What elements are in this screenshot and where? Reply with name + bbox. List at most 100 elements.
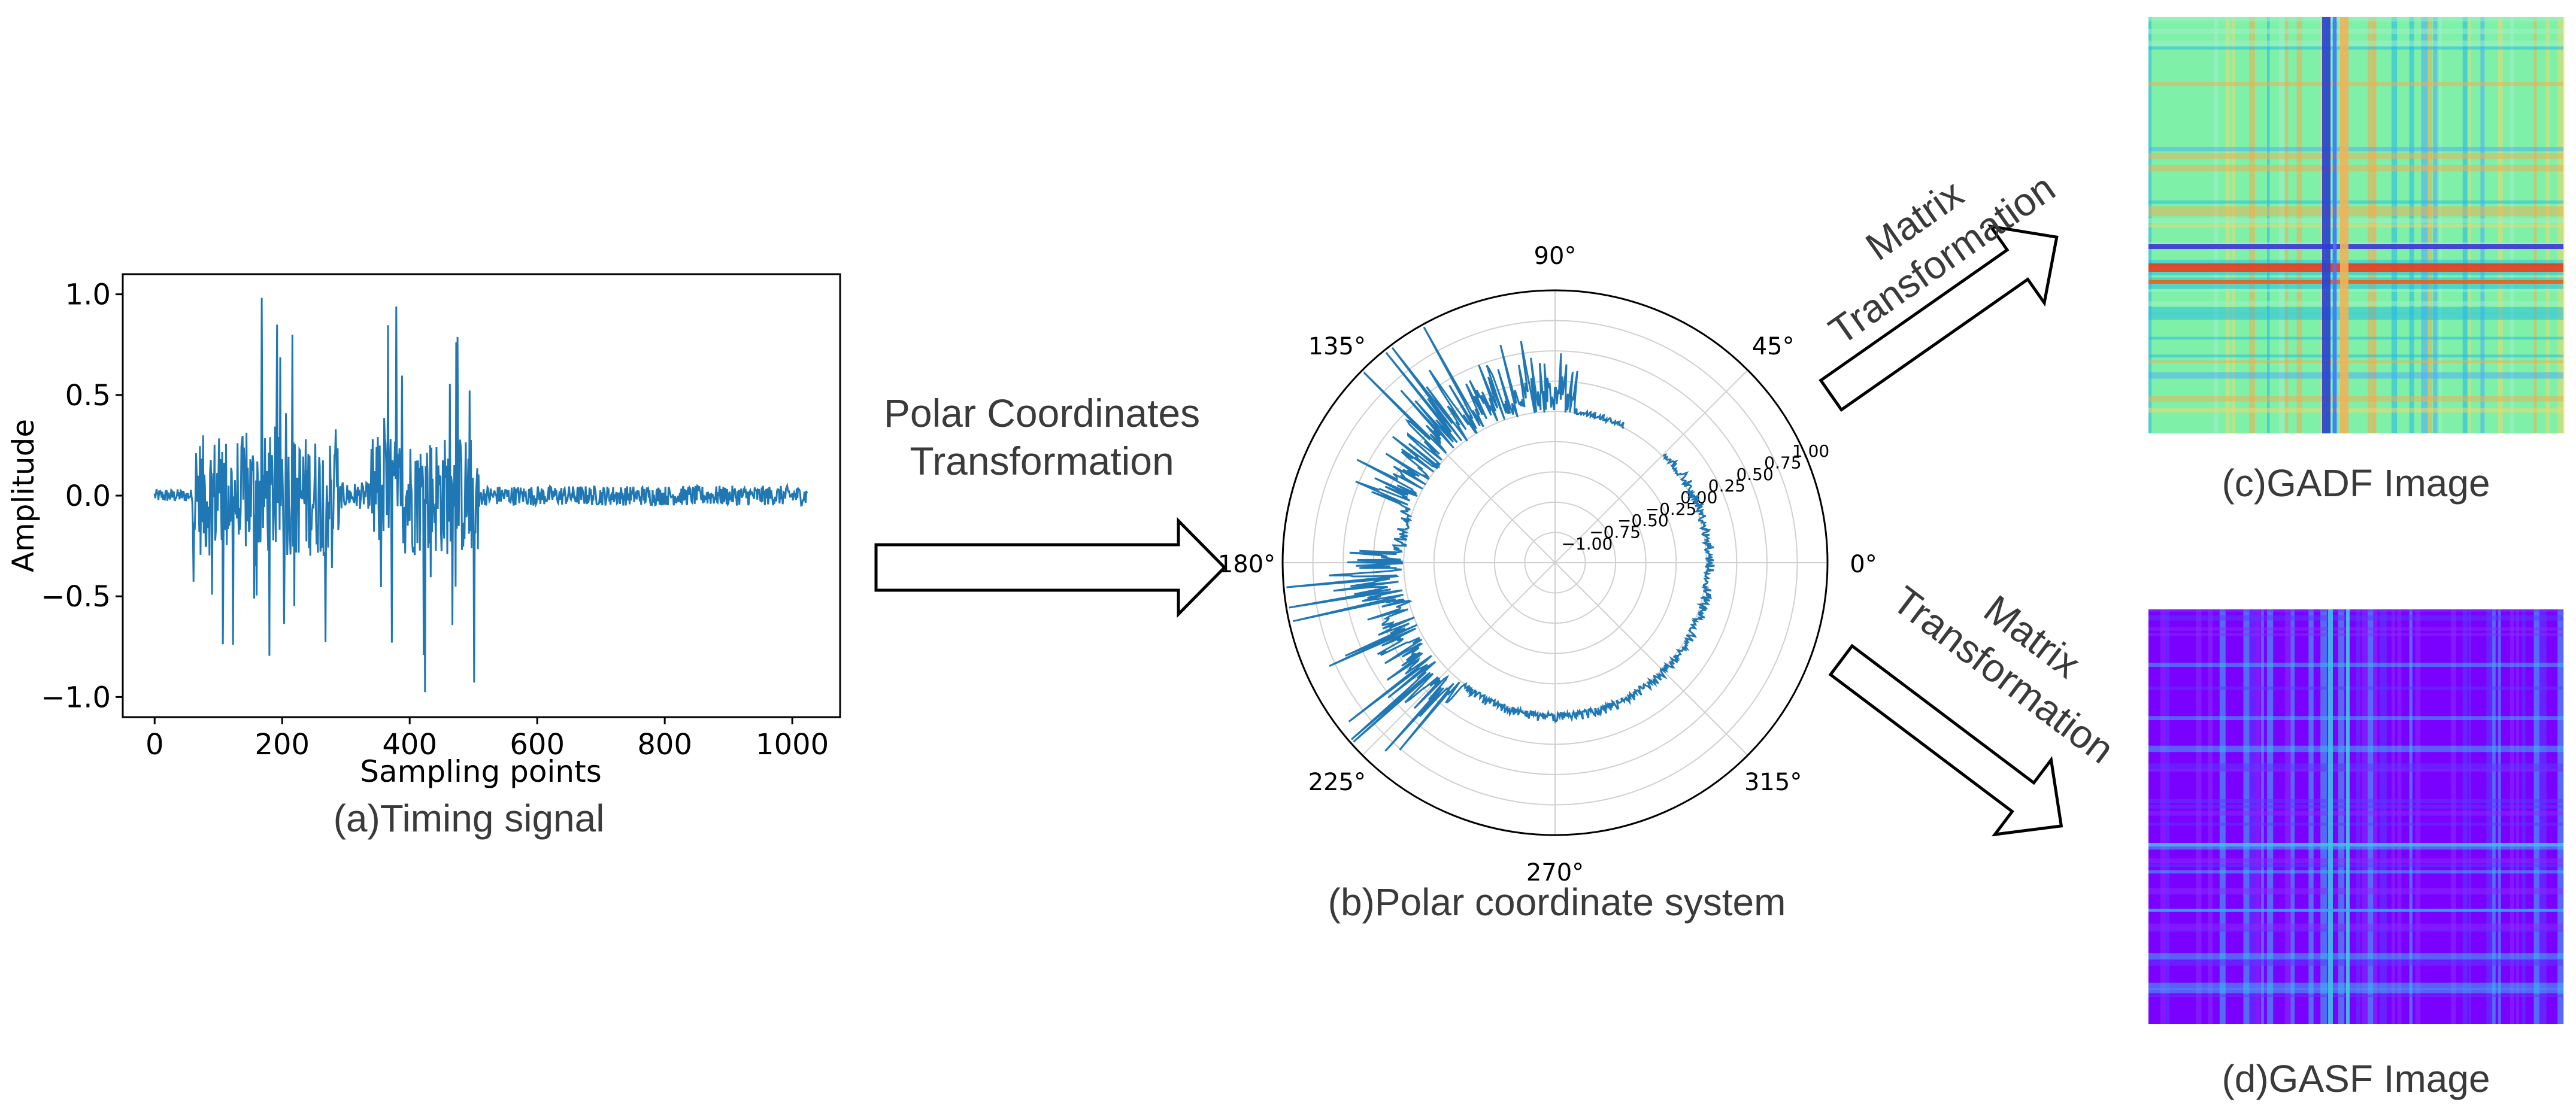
- gasf-stripe: [2208, 609, 2213, 1024]
- gasf-stripe: [2368, 609, 2374, 1024]
- gasf-stripe: [2468, 609, 2472, 1024]
- gadf-band: [2148, 280, 2563, 284]
- gasf-stripe: [2148, 763, 2563, 770]
- gasf-band: [2148, 909, 2563, 912]
- gadf-stripe: [2148, 307, 2563, 314]
- gasf-stripe: [2397, 609, 2402, 1024]
- polar-grid-spoke: [1554, 562, 1748, 756]
- polar-arrow-label: Polar Coordinates Transformation: [850, 389, 1234, 485]
- angle-label: 225°: [1308, 769, 1366, 796]
- gasf-image: [2148, 609, 2563, 1024]
- gasf-stripe: [2148, 799, 2563, 804]
- gasf-stripe: [2338, 609, 2345, 1024]
- gasf-stripe: [2148, 959, 2563, 966]
- gasf-stripe: [2148, 627, 2563, 631]
- gasf-stripe: [2148, 923, 2563, 930]
- gasf-stripe: [2380, 609, 2387, 1024]
- gadf-stripe: [2148, 372, 2563, 379]
- panel-b-caption: (b)Polar coordinate system: [1328, 881, 1786, 924]
- gadf-stripe: [2148, 28, 2563, 34]
- gasf-stripe: [2284, 609, 2292, 1024]
- radial-label: 1.00: [1792, 441, 1829, 461]
- gasf-stripe: [2148, 811, 2563, 816]
- gasf-stripe: [2219, 609, 2226, 1024]
- panel-c-caption: (c)GADF Image: [2222, 462, 2490, 505]
- gasf-stripe: [2409, 609, 2413, 1024]
- gasf-band: [2328, 609, 2333, 1024]
- gadf-stripe: [2148, 289, 2563, 292]
- gasf-stripe: [2148, 663, 2563, 667]
- gasf-stripe: [2255, 609, 2261, 1024]
- gasf-stripe: [2516, 609, 2520, 1024]
- angle-label: 90°: [1534, 242, 1577, 270]
- gasf-stripe: [2261, 609, 2264, 1024]
- gasf-stripe: [2148, 988, 2563, 994]
- gasf-stripe: [2148, 745, 2563, 752]
- gadf-stripe: [2148, 396, 2563, 402]
- gadf-stripe: [2148, 218, 2563, 224]
- gasf-stripe: [2148, 870, 2563, 874]
- gasf-stripe: [2243, 609, 2250, 1024]
- gasf-stripe: [2308, 609, 2314, 1024]
- gadf-band: [2148, 263, 2563, 272]
- gadf-stripe: [2148, 212, 2563, 217]
- radial-label: −0.75: [1589, 523, 1641, 542]
- gasf-stripe: [2267, 609, 2274, 1024]
- gasf-stripe: [2391, 609, 2395, 1024]
- gasf-stripe: [2557, 609, 2563, 1024]
- gasf-stripe: [2249, 609, 2256, 1024]
- gadf-stripe: [2148, 206, 2563, 213]
- gasf-stripe: [2362, 609, 2368, 1024]
- radial-labels: −1.00−0.75−0.50−0.250.000.250.500.751.00: [1561, 441, 1829, 554]
- angle-label: 180°: [1218, 551, 1275, 578]
- polar-grid-spoke: [1362, 562, 1556, 756]
- gasf-stripe: [2148, 846, 2563, 850]
- gasf-stripe: [2290, 609, 2295, 1024]
- radial-label: −1.00: [1561, 534, 1613, 554]
- gadf-stripe: [2148, 224, 2563, 228]
- gasf-stripe: [2148, 994, 2563, 997]
- gasf-stripe: [2148, 716, 2563, 721]
- gadf-stripe: [2148, 313, 2563, 320]
- gadf-stripe: [2148, 200, 2563, 204]
- angle-label: 315°: [1744, 769, 1802, 796]
- gadf-stripe: [2148, 40, 2563, 47]
- gasf-stripe: [2450, 609, 2456, 1024]
- gasf-stripe: [2498, 609, 2501, 1024]
- gasf-stripe: [2539, 609, 2547, 1024]
- panel-d-caption: (d)GASF Image: [2222, 1057, 2490, 1100]
- gasf-stripe: [2148, 929, 2563, 932]
- gadf-stripe: [2148, 147, 2563, 151]
- gasf-stripe: [2148, 633, 2563, 636]
- gasf-stripe: [2160, 609, 2166, 1024]
- gadf-stripe: [2148, 81, 2563, 87]
- gadf-band: [2148, 244, 2563, 249]
- gasf-stripe: [2510, 609, 2514, 1024]
- gadf-stripe: [2148, 283, 2563, 289]
- gasf-stripe: [2462, 609, 2468, 1024]
- gasf-stripe: [2148, 769, 2563, 772]
- gasf-stripe: [2148, 858, 2563, 864]
- angle-labels: 0° 45° 90° 135° 180° 225° 270° 315°: [1218, 242, 1877, 887]
- angle-label: 135°: [1308, 333, 1366, 360]
- gadf-stripe: [2148, 17, 2563, 22]
- gasf-stripe: [2522, 609, 2526, 1024]
- gasf-stripe: [2415, 609, 2421, 1024]
- gadf-stripe: [2148, 360, 2563, 363]
- angle-label: 0°: [1850, 551, 1877, 578]
- polar-signal-line: [1286, 326, 1715, 752]
- gasf-stripe: [2486, 609, 2493, 1024]
- gasf-stripe: [2196, 609, 2202, 1024]
- gasf-stripe: [2148, 805, 2563, 809]
- gasf-stripe: [2492, 609, 2496, 1024]
- gadf-stripe: [2148, 153, 2563, 159]
- gadf-image: [2148, 17, 2565, 433]
- gasf-stripe: [2374, 609, 2378, 1024]
- radial-label: −0.50: [1617, 511, 1669, 530]
- gasf-stripe: [2148, 982, 2563, 989]
- gasf-stripe: [2166, 609, 2170, 1024]
